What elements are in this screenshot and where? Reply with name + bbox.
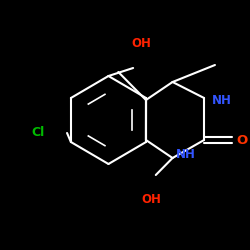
Text: Cl: Cl [32,126,45,140]
Text: OH: OH [141,193,161,206]
Text: O: O [237,134,248,146]
Text: NH: NH [176,148,196,162]
Text: NH: NH [212,94,232,106]
Text: OH: OH [131,37,151,50]
